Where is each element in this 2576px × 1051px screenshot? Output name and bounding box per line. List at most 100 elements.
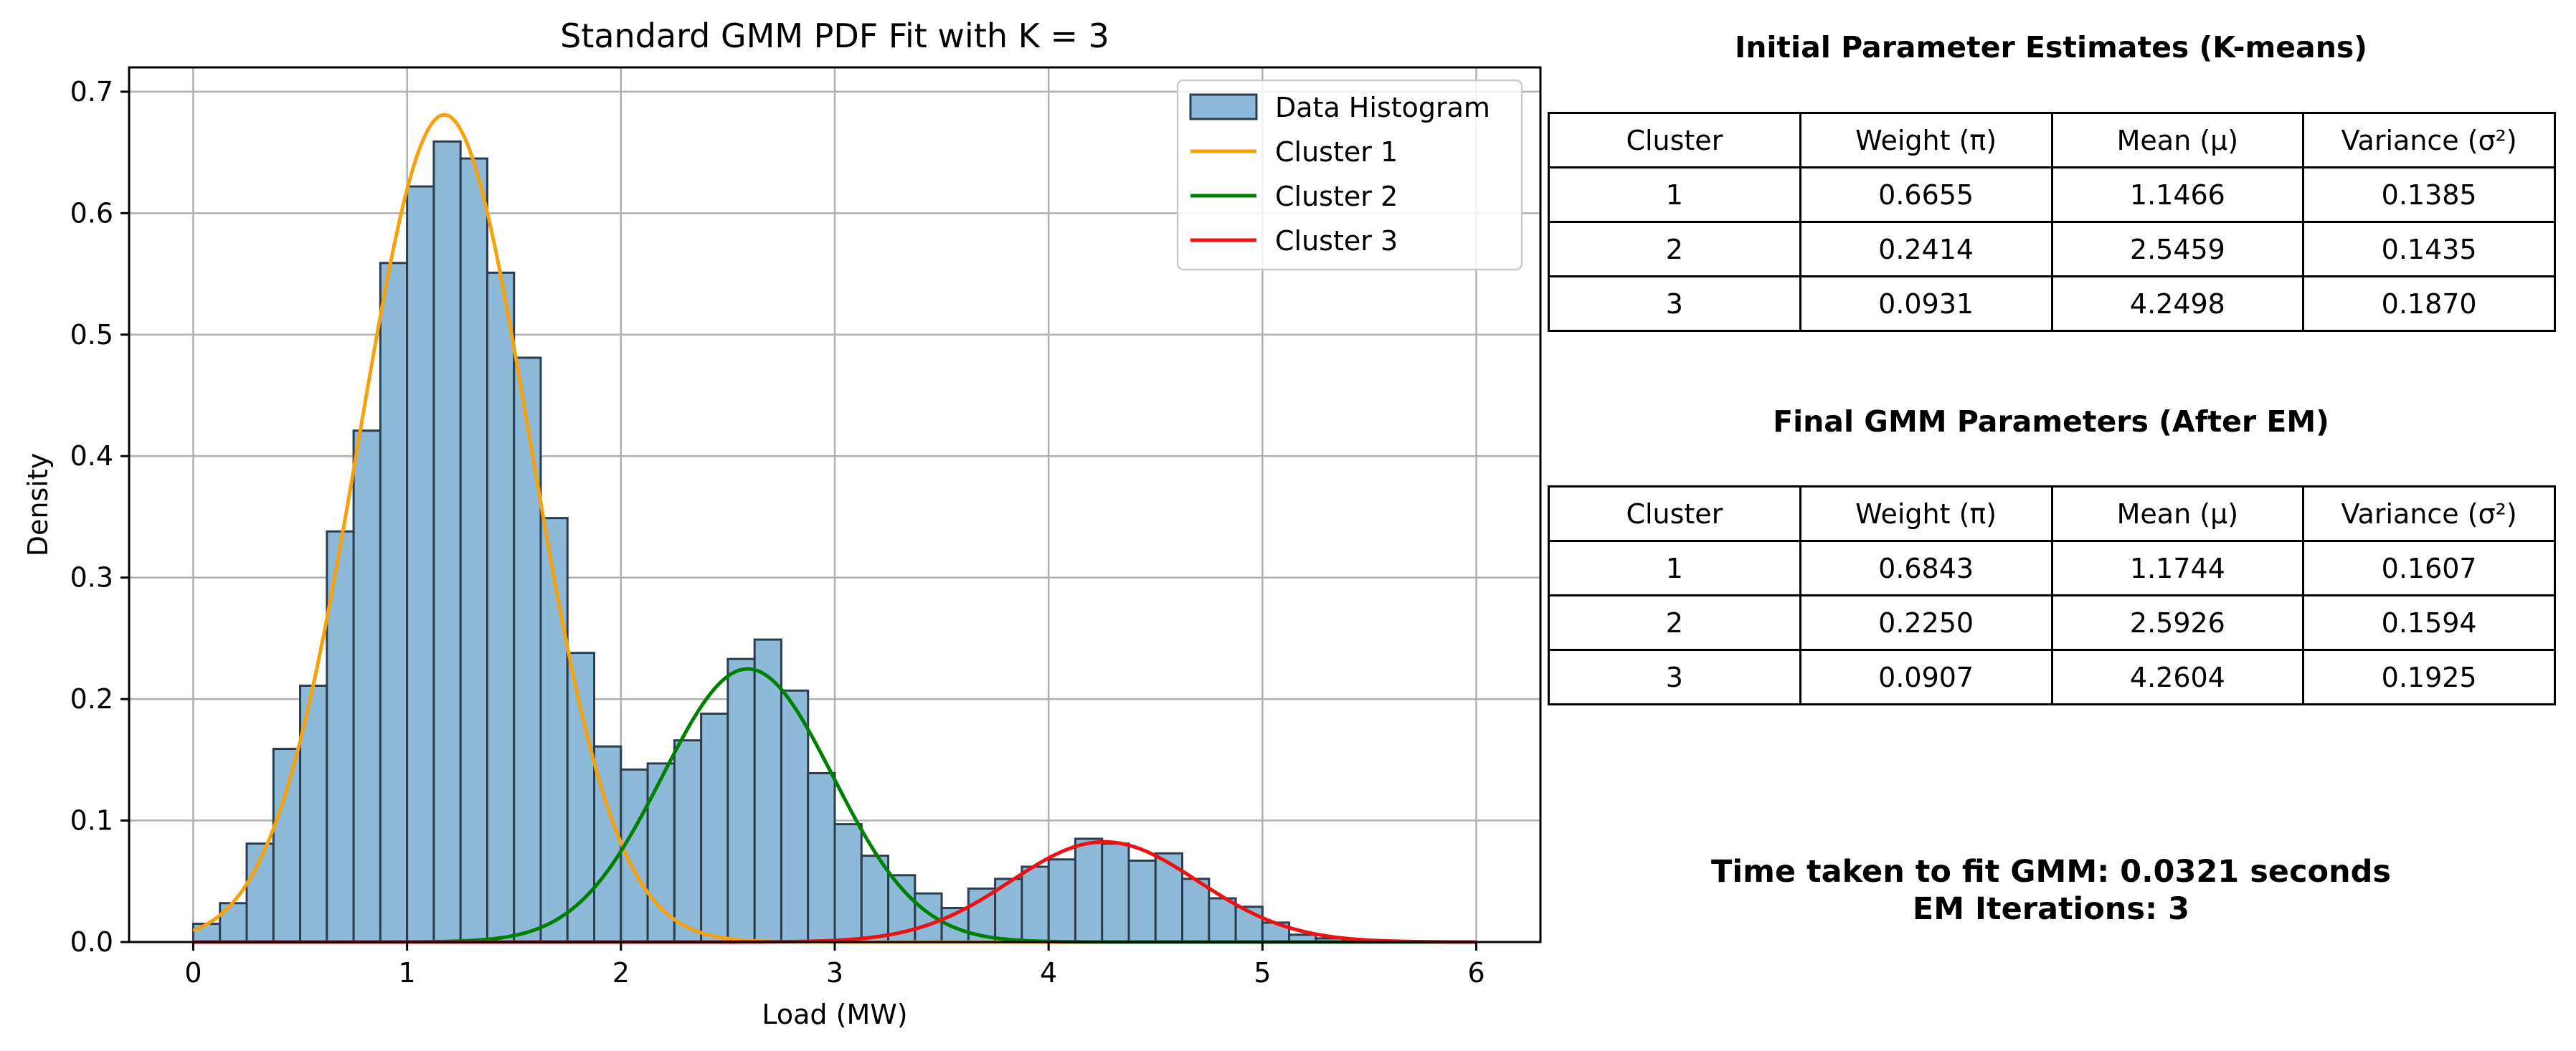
initial-table-cell: 3: [1548, 275, 1801, 332]
initial-table-header-row: Cluster Weight (π) Mean (μ) Variance (σ²): [1548, 112, 2556, 168]
histogram-bar: [700, 712, 729, 943]
histogram-bar: [513, 356, 542, 943]
final-table-header-row: Cluster Weight (π) Mean (μ) Variance (σ²): [1548, 485, 2556, 542]
x-tick-label: 4: [1040, 957, 1057, 989]
final-table-row: 2 0.2250 2.5926 0.1594: [1548, 594, 2556, 651]
legend-label: Data Histogram: [1275, 92, 1490, 123]
final-table-cell: 0.2250: [1799, 594, 2053, 651]
histogram-bar: [1021, 865, 1050, 943]
initial-table-row: 3 0.0931 4.2498 0.1870: [1548, 275, 2556, 332]
final-table-cell: 2.5926: [2050, 594, 2305, 651]
final-table-cell: 4.2604: [2050, 649, 2305, 705]
histogram-bar: [432, 140, 462, 943]
final-table-cell: 0.0907: [1799, 649, 2053, 705]
final-table-cell: 0.6843: [1799, 540, 2053, 596]
histogram-bar: [780, 689, 810, 943]
final-table-cell: 3: [1548, 649, 1801, 705]
histogram-bar: [1074, 837, 1104, 943]
x-tick-label: 6: [1467, 957, 1484, 989]
x-tick-label: 2: [612, 957, 630, 989]
initial-table-cell: 0.1385: [2302, 166, 2556, 223]
initial-table-row: 2 0.2414 2.5459 0.1435: [1548, 221, 2556, 277]
histogram-bar: [1127, 859, 1157, 943]
final-table-cell: 0.1925: [2302, 649, 2556, 705]
legend-label: Cluster 3: [1275, 225, 1398, 257]
histogram-bar: [406, 185, 435, 943]
gmm-chart: 0 1 2 3 4 5 6 0.0 0.1 0.2 0.3 0.4 0.5 0.6 0.7 Standard…: [22, 16, 1542, 1030]
initial-table-header-cell: Cluster: [1548, 112, 1801, 168]
legend-swatch: [1189, 93, 1258, 120]
initial-table-cell: 2.5459: [2050, 221, 2305, 277]
histogram-bar: [459, 157, 488, 943]
final-table-header-cell: Mean (μ): [2050, 485, 2305, 542]
histogram-bar: [1208, 897, 1237, 943]
legend-label: Cluster 2: [1275, 181, 1398, 212]
histogram-bars: [191, 140, 1370, 943]
initial-table-header-cell: Weight (π): [1799, 112, 2053, 168]
final-table-cell: 0.1594: [2302, 594, 2556, 651]
x-axis-label: Load (MW): [762, 999, 907, 1030]
histogram-bar: [272, 748, 302, 943]
initial-table-cell: 0.0931: [1799, 275, 2053, 332]
final-table-header-cell: Variance (σ²): [2302, 485, 2556, 542]
histogram-bar: [1047, 858, 1076, 943]
axis-ticks: 0 1 2 3 4 5 6 0.0 0.1 0.2 0.3 0.4 0.5 0.6 0.7: [70, 76, 1485, 989]
final-table-title: Final GMM Parameters (After EM): [1773, 404, 2329, 439]
histogram-bar: [486, 271, 516, 943]
histogram-bar: [1101, 842, 1130, 943]
histogram-bar: [833, 823, 863, 943]
y-tick-label: 0.5: [70, 319, 113, 351]
final-table-cell: 1: [1548, 540, 1801, 596]
initial-table-cell: 1: [1548, 166, 1801, 223]
initial-table-cell: 4.2498: [2050, 275, 2305, 332]
initial-table-cell: 0.6655: [1799, 166, 2053, 223]
initial-table-cell: 1.1466: [2050, 166, 2305, 223]
x-tick-label: 0: [184, 957, 202, 989]
x-tick-label: 1: [399, 957, 416, 989]
y-tick-label: 0.7: [70, 76, 113, 108]
histogram-bar: [191, 923, 222, 943]
initial-table-cell: 2: [1548, 221, 1801, 277]
final-table-cell: 1.1744: [2050, 540, 2305, 596]
histogram-bar: [673, 739, 703, 943]
histogram-bar: [807, 771, 836, 943]
histogram-bar: [219, 902, 248, 943]
final-params-table: Cluster Weight (π) Mean (μ) Variance (σ²) 1 0…: [1548, 485, 2556, 705]
initial-table-cell: 0.1870: [2302, 275, 2556, 332]
histogram-bar: [352, 429, 382, 943]
x-tick-label: 5: [1254, 957, 1271, 989]
final-table-header-cell: Weight (π): [1799, 485, 2053, 542]
fit-time-text: Time taken to fit GMM: 0.0321 seconds: [1711, 854, 2391, 890]
timing-summary: Time taken to fit GMM: 0.0321 seconds EM…: [1549, 853, 2553, 928]
final-table-row: 3 0.0907 4.2604 0.1925: [1548, 649, 2556, 705]
initial-table-header-cell: Mean (μ): [2050, 112, 2305, 168]
initial-table-cell: 0.1435: [2302, 221, 2556, 277]
y-tick-label: 0.0: [70, 926, 113, 958]
final-table-row: 1 0.6843 1.1744 0.1607: [1548, 540, 2556, 596]
y-tick-label: 0.4: [70, 440, 113, 472]
y-tick-label: 0.1: [70, 805, 113, 837]
histogram-bar: [726, 657, 756, 943]
histogram-bar: [1181, 878, 1211, 943]
histogram-bar: [379, 262, 409, 943]
initial-table-title: Initial Parameter Estimates (K-means): [1734, 30, 2368, 65]
em-iterations-text: EM Iterations: 3: [1912, 891, 2190, 927]
y-tick-label: 0.3: [70, 562, 113, 594]
final-table-header-cell: Cluster: [1548, 485, 1801, 542]
initial-table-header-cell: Variance (σ²): [2302, 112, 2556, 168]
initial-params-table: Cluster Weight (π) Mean (μ) Variance (σ²) 1 0…: [1548, 112, 2556, 332]
legend-label: Cluster 1: [1275, 136, 1398, 168]
final-table-cell: 2: [1548, 594, 1801, 651]
histogram-bar: [566, 652, 596, 943]
y-axis-label: Density: [22, 453, 54, 556]
chart-title: Standard GMM PDF Fit with K = 3: [560, 16, 1109, 55]
x-tick-label: 3: [826, 957, 843, 989]
y-tick-label: 0.6: [70, 197, 113, 229]
histogram-bar: [539, 517, 569, 943]
initial-table-row: 1 0.6655 1.1466 0.1385: [1548, 166, 2556, 223]
final-table-cell: 0.1607: [2302, 540, 2556, 596]
y-tick-label: 0.2: [70, 683, 113, 715]
legend: Data Histogram Cluster 1 Cluster 2 Cluster …: [1176, 79, 1523, 271]
initial-table-cell: 0.2414: [1799, 221, 2053, 277]
legend-box: [1176, 79, 1523, 271]
